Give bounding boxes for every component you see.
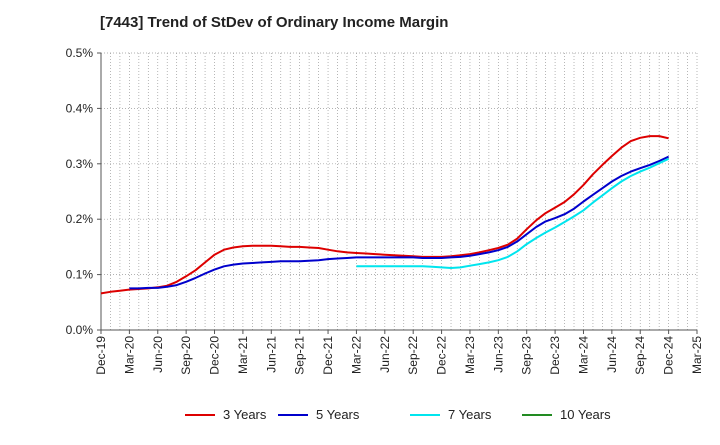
x-tick-label: Sep-23 [520,336,534,375]
x-tick-label: Sep-21 [293,336,307,375]
x-tick-label: Mar-21 [236,336,250,374]
x-tick-label: Jun-23 [491,336,505,373]
x-tick-label: Dec-21 [321,336,335,375]
x-tick-label: Dec-24 [662,336,676,375]
x-tick-label: Dec-23 [548,336,562,375]
legend-label: 3 Years [223,407,267,422]
x-tick-label: Sep-22 [406,336,420,375]
series-line-7-years [356,157,670,269]
x-tick-label: Jun-24 [605,336,619,373]
series-line-3-years [100,135,669,295]
x-tick-label: Jun-21 [264,336,278,373]
x-tick-label: Jun-22 [378,336,392,373]
chart-title: [7443] Trend of StDev of Ordinary Income… [100,14,449,31]
x-tick-label: Mar-25 [690,336,704,374]
x-tick-label: Mar-22 [349,336,363,374]
legend-label: 10 Years [560,407,611,422]
y-tick-label: 0.4% [66,101,94,115]
legend-label: 7 Years [448,407,492,422]
y-tick-label: 0.3% [66,157,94,171]
x-tick-label: Jun-20 [151,336,165,373]
x-tick-label: Mar-23 [463,336,477,374]
x-tick-label: Dec-22 [435,336,449,375]
x-tick-label: Sep-24 [633,336,647,375]
y-tick-label: 0.2% [66,212,94,226]
x-tick-label: Dec-20 [208,336,222,375]
y-tick-label: 0.1% [66,268,94,282]
legend-label: 5 Years [316,407,360,422]
x-tick-label: Dec-19 [94,336,108,375]
x-tick-label: Sep-20 [179,336,193,375]
x-tick-label: Mar-20 [122,336,136,374]
y-tick-label: 0.5% [66,46,94,60]
y-tick-label: 0.0% [66,323,94,337]
x-tick-label: Mar-24 [576,336,590,374]
series-line-5-years [129,155,670,290]
